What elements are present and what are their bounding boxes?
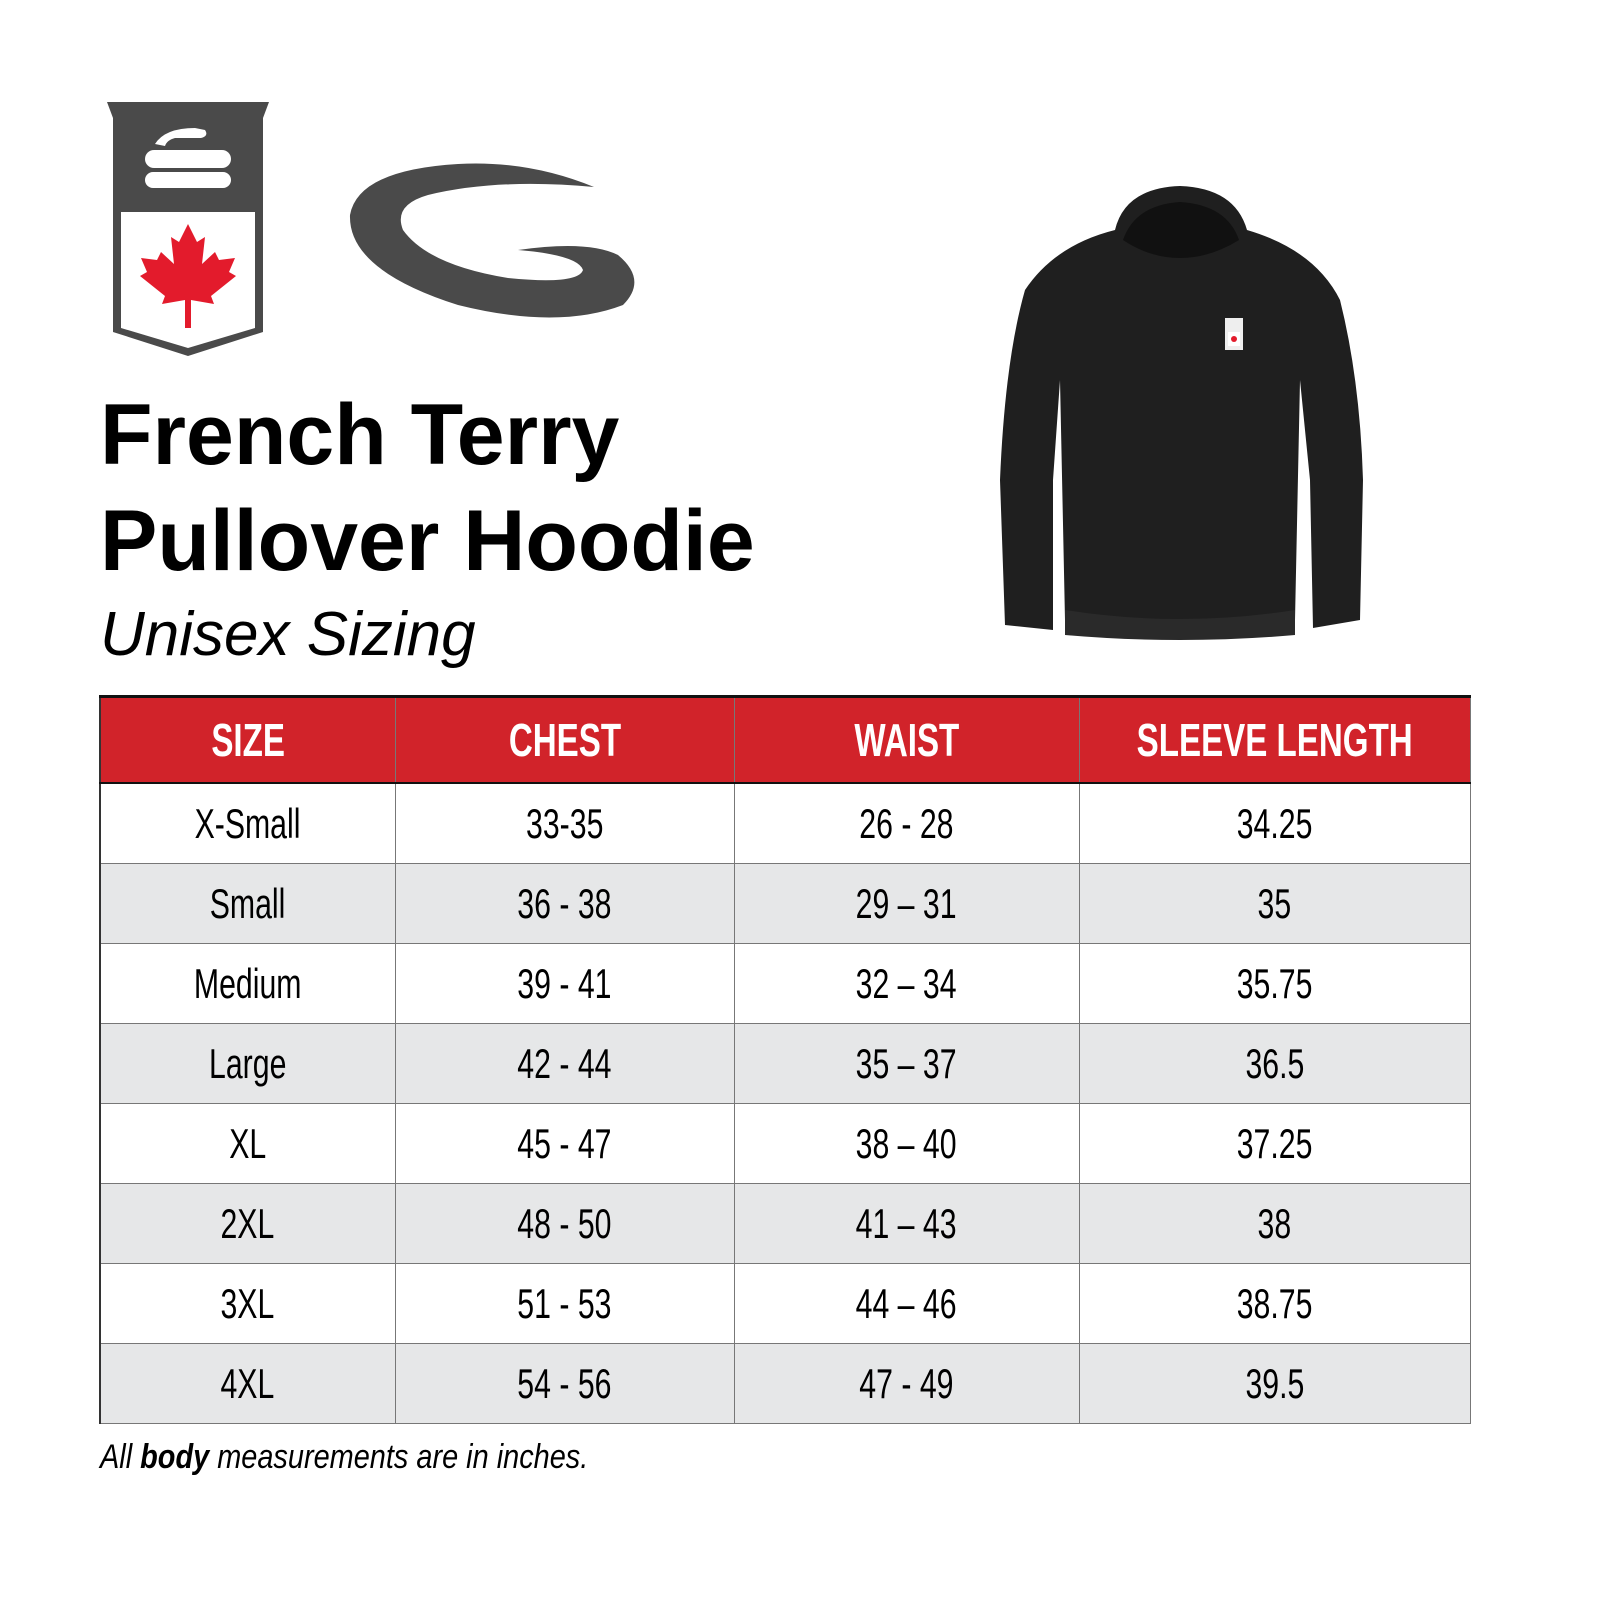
chest-shield-logo <box>1225 318 1243 350</box>
cell-size: Small <box>99 863 396 944</box>
hoodie-product-image <box>1000 186 1363 640</box>
cell-sleeve-length: 38 <box>1078 1183 1471 1264</box>
cell-size: Medium <box>99 943 396 1024</box>
header-chest: CHEST <box>394 695 735 784</box>
cell-waist: 35 – 37 <box>733 1023 1080 1104</box>
header-waist: WAIST <box>733 695 1080 784</box>
header-sleeve-length: SLEEVE LENGTH <box>1078 695 1471 784</box>
title-line-2: Pullover Hoodie <box>100 493 755 589</box>
maple-leaf-icon <box>140 224 236 328</box>
cell-sleeve-length: 38.75 <box>1078 1263 1471 1344</box>
sizing-subtitle: Unisex Sizing <box>100 600 476 669</box>
cell-chest: 54 - 56 <box>394 1343 735 1424</box>
cell-waist: 44 – 46 <box>733 1263 1080 1344</box>
table-row: 3XL 51 - 53 44 – 46 38.75 <box>99 1263 1471 1344</box>
cell-chest: 36 - 38 <box>394 863 735 944</box>
cell-sleeve-length: 35 <box>1078 863 1471 944</box>
size-chart-table: SIZE CHEST WAIST SLEEVE LENGTH X-Small 33… <box>99 695 1471 1424</box>
header-size: SIZE <box>99 695 396 784</box>
cell-chest: 39 - 41 <box>394 943 735 1024</box>
cell-size: Large <box>99 1023 396 1104</box>
cell-waist: 29 – 31 <box>733 863 1080 944</box>
cell-sleeve-length: 35.75 <box>1078 943 1471 1024</box>
cell-size: 2XL <box>99 1183 396 1264</box>
cell-size: X-Small <box>99 782 396 864</box>
cell-sleeve-length: 39.5 <box>1078 1343 1471 1424</box>
product-title: French Terry Pullover Hoodie <box>100 382 755 594</box>
cell-waist: 47 - 49 <box>733 1343 1080 1424</box>
cell-waist: 32 – 34 <box>733 943 1080 1024</box>
curling-canada-shield-logo <box>107 102 269 356</box>
cell-chest: 33-35 <box>394 782 735 864</box>
cell-waist: 38 – 40 <box>733 1103 1080 1184</box>
cell-chest: 45 - 47 <box>394 1103 735 1184</box>
cell-size: 4XL <box>99 1343 396 1424</box>
cell-sleeve-length: 34.25 <box>1078 782 1471 864</box>
cell-sleeve-length: 37.25 <box>1078 1103 1471 1184</box>
brand-swoosh-logo <box>349 163 635 318</box>
title-line-1: French Terry <box>100 387 620 483</box>
table-row: Large 42 - 44 35 – 37 36.5 <box>99 1023 1471 1104</box>
cell-waist: 26 - 28 <box>733 782 1080 864</box>
cell-size: XL <box>99 1103 396 1184</box>
table-header-row: SIZE CHEST WAIST SLEEVE LENGTH <box>99 695 1471 784</box>
cell-waist: 41 – 43 <box>733 1183 1080 1264</box>
table-row: 2XL 48 - 50 41 – 43 38 <box>99 1183 1471 1264</box>
cell-chest: 42 - 44 <box>394 1023 735 1104</box>
curling-stone-icon <box>145 128 231 188</box>
cell-size: 3XL <box>99 1263 396 1344</box>
measurement-footnote: All body measurements are in inches. <box>100 1438 589 1476</box>
table-row: Small 36 - 38 29 – 31 35 <box>99 863 1471 944</box>
table-row: XL 45 - 47 38 – 40 37.25 <box>99 1103 1471 1184</box>
table-row: 4XL 54 - 56 47 - 49 39.5 <box>99 1343 1471 1424</box>
cell-sleeve-length: 36.5 <box>1078 1023 1471 1104</box>
cell-chest: 51 - 53 <box>394 1263 735 1344</box>
table-row: Medium 39 - 41 32 – 34 35.75 <box>99 943 1471 1024</box>
table-row: X-Small 33-35 26 - 28 34.25 <box>99 782 1471 864</box>
cell-chest: 48 - 50 <box>394 1183 735 1264</box>
